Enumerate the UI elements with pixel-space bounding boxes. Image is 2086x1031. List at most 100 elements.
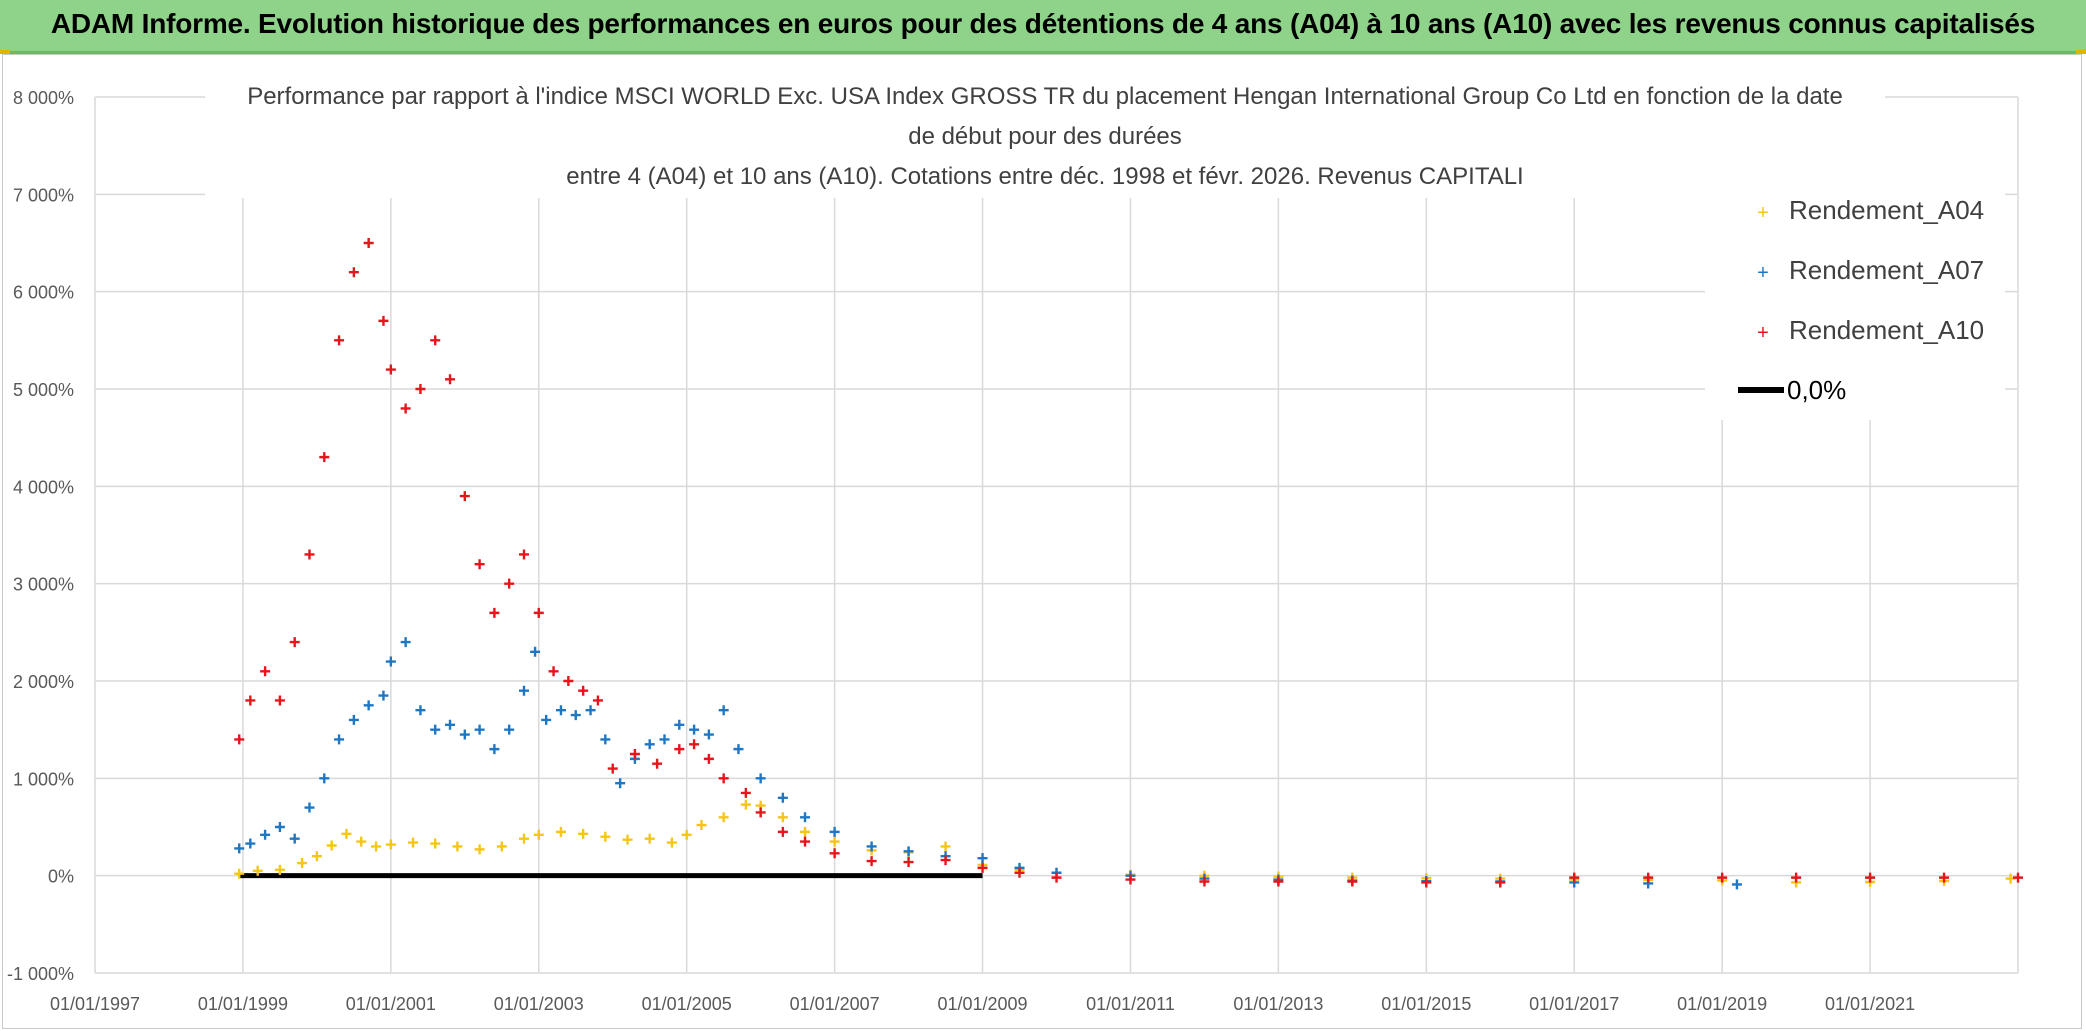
legend-label-zero: 0,0%: [1787, 375, 1846, 405]
data-point: [363, 238, 374, 248]
data-point: [1495, 877, 1506, 888]
data-point: [1014, 867, 1025, 878]
data-point: [829, 836, 840, 847]
data-point: [430, 838, 441, 849]
data-point: [474, 559, 485, 570]
x-tick-label: 01/01/1999: [198, 994, 288, 1014]
data-point: [689, 739, 700, 750]
data-point: [977, 862, 988, 873]
legend-label-a04: Rendement_A04: [1789, 195, 1984, 225]
x-tick-label: 01/01/2013: [1233, 994, 1323, 1014]
data-point: [304, 549, 315, 560]
banner-corner-left: [0, 50, 10, 54]
data-point: [1791, 872, 1802, 883]
data-point: [2013, 872, 2023, 883]
data-point: [504, 724, 515, 735]
data-point: [1347, 876, 1358, 887]
data-point: [260, 666, 271, 677]
data-point: [319, 452, 330, 463]
data-point: [334, 734, 345, 745]
data-point: [385, 656, 396, 667]
data-point: [326, 840, 337, 851]
x-tick-label: 01/01/2015: [1381, 994, 1471, 1014]
data-point: [829, 826, 840, 837]
data-point: [800, 836, 811, 847]
data-point: [755, 807, 766, 818]
data-point: [378, 690, 389, 701]
data-point: [1939, 872, 1950, 883]
data-point: [245, 838, 256, 849]
legend: + Rendement_A04 + Rendement_A07 + Rendem…: [1705, 180, 2005, 420]
data-point: [689, 724, 700, 735]
data-point: [718, 812, 729, 823]
x-tick-label: 01/01/2003: [494, 994, 584, 1014]
data-point: [718, 705, 729, 716]
data-point: [234, 734, 245, 745]
x-tick-label: 01/01/2019: [1677, 994, 1767, 1014]
legend-item-a07: + Rendement_A07: [1757, 255, 1984, 285]
data-point: [674, 719, 685, 730]
data-point: [563, 676, 574, 686]
data-point: [252, 865, 263, 876]
data-point: [696, 820, 707, 831]
data-point: [800, 812, 811, 823]
data-point: [400, 403, 411, 414]
data-point: [1717, 872, 1728, 883]
data-point: [578, 685, 589, 696]
x-tick-label: 01/01/2021: [1825, 994, 1915, 1014]
data-point: [489, 744, 500, 755]
data-point: [674, 744, 685, 755]
data-point: [245, 695, 256, 706]
legend-item-zero: 0,0%: [1738, 375, 1846, 405]
x-tick-label: 01/01/2011: [1086, 994, 1175, 1014]
data-point: [1273, 876, 1284, 887]
data-point: [607, 763, 618, 774]
x-tick-label: 01/01/2009: [937, 994, 1027, 1014]
data-point: [644, 739, 655, 750]
y-tick-label: 7 000%: [13, 185, 74, 205]
data-point: [1051, 872, 1062, 883]
data-point: [777, 812, 788, 823]
x-tick-label: 01/01/1997: [50, 994, 140, 1014]
data-point: [496, 841, 507, 852]
report-title: ADAM Informe. Evolution historique des p…: [50, 8, 2036, 39]
data-point: [234, 868, 245, 879]
data-point: [600, 831, 611, 842]
data-point: [474, 844, 485, 855]
data-point: [274, 822, 285, 832]
chart-title-line-3: entre 4 (A04) et 10 ans (A10). Cotations…: [566, 163, 1523, 190]
data-point: [474, 724, 485, 735]
data-point: [622, 834, 633, 845]
data-point: [378, 315, 389, 326]
data-point: [518, 833, 529, 844]
series-rendement_a10: [234, 238, 2023, 888]
data-point: [297, 858, 308, 869]
data-point: [1199, 876, 1210, 887]
x-tick-label: 01/01/2017: [1529, 994, 1619, 1014]
banner-corner-right: [2076, 50, 2086, 54]
legend-item-a10: + Rendement_A10: [1757, 315, 1984, 345]
data-point: [718, 773, 729, 784]
data-point: [1865, 872, 1876, 883]
data-point: [274, 864, 285, 875]
data-point: [1125, 874, 1136, 885]
data-point: [740, 787, 751, 798]
x-tick-label: 01/01/2001: [346, 994, 436, 1014]
x-tick-label: 01/01/2005: [642, 994, 732, 1014]
y-tick-label: 6 000%: [13, 283, 74, 303]
data-point: [1569, 872, 1580, 883]
data-point: [866, 856, 877, 867]
data-point: [585, 705, 596, 716]
data-point: [977, 853, 988, 864]
data-point: [400, 637, 411, 648]
data-point: [459, 491, 470, 502]
data-point: [555, 705, 566, 716]
data-point: [592, 695, 603, 706]
y-tick-label: 5 000%: [13, 380, 74, 400]
data-point: [415, 384, 426, 394]
data-point: [1731, 879, 1742, 890]
x-tick-label: 01/01/2007: [790, 994, 880, 1014]
data-point: [260, 829, 271, 840]
data-point: [445, 374, 456, 385]
data-point: [385, 839, 396, 850]
